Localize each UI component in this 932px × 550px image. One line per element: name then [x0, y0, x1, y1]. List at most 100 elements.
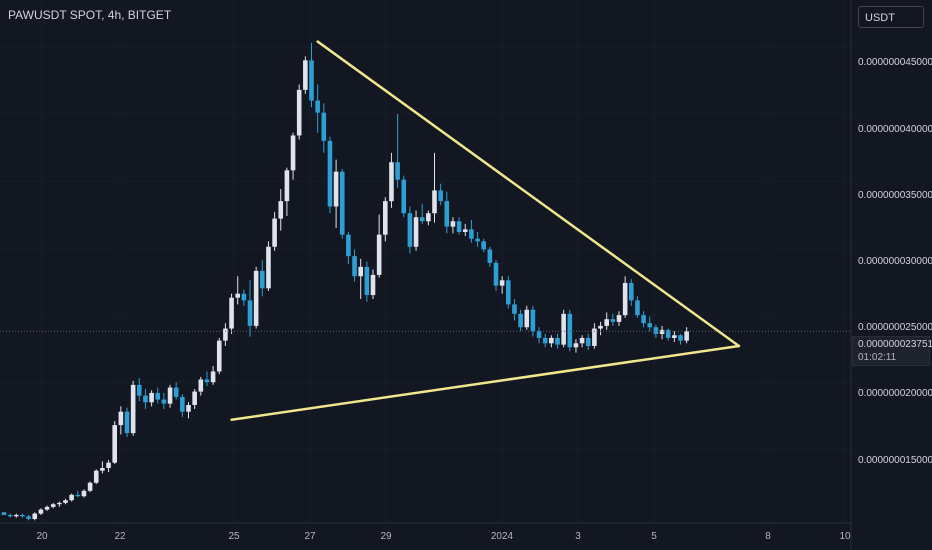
- candle-body: [672, 335, 677, 338]
- candle-body: [413, 217, 419, 247]
- candle-body: [426, 213, 431, 222]
- candle-body: [235, 293, 240, 298]
- candle-body: [63, 500, 68, 503]
- trendline[interactable]: [316, 40, 741, 348]
- candle-body: [75, 494, 81, 497]
- price-axis-label: 0.0000000350000: [858, 190, 932, 201]
- time-axis-label: 10: [839, 531, 851, 542]
- candle-body: [555, 337, 560, 345]
- candle-body: [462, 229, 468, 232]
- price-axis-label: 0.0000000300000: [858, 256, 932, 267]
- candle-body: [272, 218, 277, 247]
- time-axis-label: 25: [228, 531, 240, 542]
- candle-body: [296, 89, 302, 136]
- candle-body: [419, 217, 425, 222]
- candle-body: [167, 387, 173, 404]
- price-axis-label: 0.0000000450000: [858, 57, 932, 68]
- candle-body: [549, 337, 554, 344]
- candle-body: [247, 300, 253, 326]
- candle-body: [635, 300, 640, 316]
- time-axis-label: 29: [380, 531, 392, 542]
- candle-body: [684, 331, 689, 341]
- candle-body: [358, 266, 363, 277]
- current-price-value: 0.0000000237512: [858, 339, 932, 350]
- candle-body: [647, 323, 653, 328]
- candle-body: [173, 387, 179, 397]
- candle-body: [137, 384, 142, 396]
- candle-body: [567, 313, 573, 348]
- candle-body: [26, 516, 31, 519]
- candle-body: [198, 379, 204, 392]
- candle-body: [407, 213, 413, 247]
- candle-body: [536, 331, 542, 338]
- candle-body: [32, 513, 38, 519]
- candle-body: [321, 112, 327, 141]
- candle-body: [530, 309, 536, 332]
- candle-body: [266, 246, 271, 289]
- symbol-title[interactable]: PAWUSDT SPOT, 4h, BITGET: [8, 8, 172, 22]
- candle-body: [50, 504, 56, 507]
- time-axis-label: 3: [575, 531, 581, 542]
- candle-body: [186, 404, 191, 412]
- candle-body: [579, 337, 585, 344]
- candle-body: [401, 179, 407, 214]
- candle-body: [130, 384, 136, 434]
- candle-body: [598, 325, 603, 329]
- candle-body: [7, 514, 13, 517]
- candle-body: [14, 514, 19, 517]
- candle-body: [333, 171, 339, 207]
- candle-body: [180, 396, 185, 412]
- candle-body: [475, 238, 480, 242]
- candle-body: [585, 337, 591, 346]
- candle-body: [629, 282, 634, 301]
- currency-button[interactable]: USDT: [858, 6, 924, 28]
- candle-body: [678, 335, 683, 341]
- price-axis-label: 0.0000000400000: [858, 124, 932, 135]
- trendline[interactable]: [230, 344, 741, 421]
- time-axis-label: 22: [114, 531, 126, 542]
- candle-body: [315, 100, 320, 113]
- candle-body: [260, 270, 265, 289]
- candle-body: [370, 274, 376, 296]
- candle-body: [493, 262, 499, 286]
- candle-body: [284, 170, 290, 202]
- candle-body: [352, 256, 357, 277]
- candle-body: [57, 502, 62, 505]
- candle-body: [432, 190, 437, 214]
- candle-body: [149, 392, 154, 403]
- candle-body: [383, 201, 388, 235]
- candle-body: [659, 329, 665, 334]
- candle-body: [100, 468, 105, 471]
- candle-body: [69, 494, 74, 501]
- candle-body: [438, 190, 443, 202]
- candle-body: [653, 327, 659, 334]
- candle-body: [1, 512, 7, 515]
- candle-body: [487, 249, 493, 263]
- candle-body: [512, 304, 517, 314]
- candle-body: [223, 328, 228, 341]
- candle-body: [303, 60, 308, 90]
- candle-body: [592, 328, 597, 346]
- candle-body: [524, 309, 530, 328]
- candle-body: [573, 343, 579, 348]
- candle-body: [106, 462, 111, 469]
- candle-body: [364, 266, 370, 296]
- candle-body: [444, 201, 450, 227]
- time-axis-label: 27: [304, 531, 316, 542]
- candle-body: [81, 490, 87, 497]
- candle-body: [456, 221, 462, 232]
- candle-body: [450, 221, 456, 227]
- candle-body: [241, 293, 247, 301]
- price-axis-label: 0.0000000200000: [858, 388, 932, 399]
- candle-body: [376, 234, 382, 275]
- candle-body: [278, 201, 284, 219]
- candle-body: [389, 162, 394, 202]
- candle-body: [604, 319, 609, 326]
- candle-body: [481, 241, 486, 250]
- candle-body: [339, 171, 345, 235]
- current-price-tag: 0.0000000237512 01:02:11: [852, 336, 932, 366]
- candle-body: [118, 411, 124, 426]
- candle-body: [155, 392, 161, 400]
